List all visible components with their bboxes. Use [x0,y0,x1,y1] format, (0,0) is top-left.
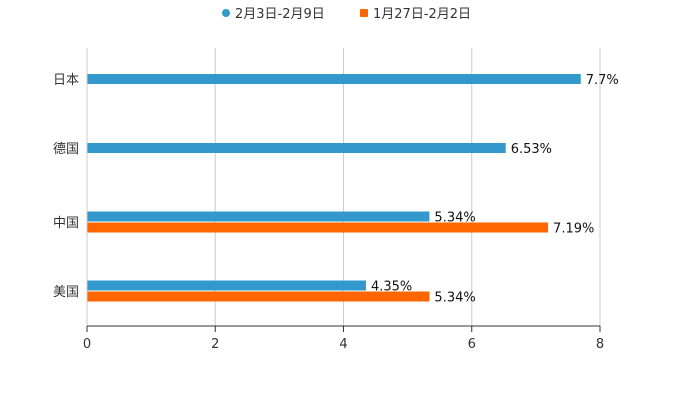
x-tick-label-8: 8 [596,337,604,352]
data-label-中国-series-2: 7.19% [553,222,594,237]
bar-中国-series-1[interactable] [87,211,430,222]
x-tick-label-6: 6 [468,337,476,352]
y-category-label: 中国 [53,216,79,231]
y-category-label: 美国 [53,285,79,300]
legend-label-series-1[interactable]: 2月3日-2月9日 [235,7,325,22]
legend: 2月3日-2月9日 1月27日-2月2日 [222,7,471,22]
legend-marker-series-1 [222,9,230,17]
data-label-德国-series-1: 6.53% [511,142,552,157]
grid-lines [214,48,601,326]
y-category-label: 日本 [53,73,79,88]
x-tick-label-2: 2 [211,337,219,352]
legend-marker-series-2 [360,9,368,17]
x-tick-label-4: 4 [339,337,347,352]
bar-美国-series-1[interactable] [87,280,366,291]
y-category-label: 德国 [53,142,79,157]
data-label-美国-series-1: 4.35% [371,280,412,295]
data-label-美国-series-2: 5.34% [434,291,475,306]
data-label-日本-series-1: 7.7% [586,73,619,88]
x-tick-label-0: 0 [83,337,91,352]
bars: 7.7% 6.53% 5.34% 7.19% 4.35% 5.34% [87,73,619,306]
bar-日本-series-1[interactable] [87,74,581,84]
legend-label-series-2[interactable]: 1月27日-2月2日 [373,7,471,22]
bar-美国-series-2[interactable] [87,291,430,302]
bar-德国-series-1[interactable] [87,143,506,153]
data-label-中国-series-1: 5.34% [434,211,475,226]
bar-中国-series-2[interactable] [87,222,549,233]
